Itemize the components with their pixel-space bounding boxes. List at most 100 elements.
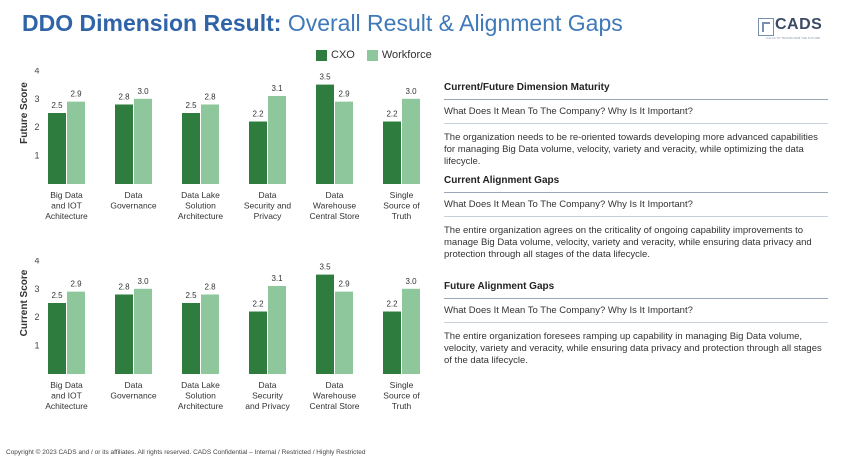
logo-tagline: CALLS TO TRANSFORM THE FUTURE [766,36,820,40]
y-axis-label: Future Score [19,82,30,144]
bar-workforce [134,288,152,374]
section-question: What Does It Mean To The Company? Why Is… [444,305,828,323]
section-body: The entire organization agrees on the cr… [444,225,812,260]
section-heading: Current/Future Dimension Maturity [444,82,828,100]
category-label: Source of [383,391,420,401]
category-label: Security [252,391,283,401]
y-tick-label: 1 [34,151,39,161]
category-label: Solution [185,201,216,211]
data-label: 3.0 [405,87,417,96]
category-label: Architecture [178,211,224,221]
legend-item-workforce: Workforce [366,49,432,61]
category-label: and Privacy [245,401,290,411]
section-dimension-maturity: Current/Future Dimension Maturity What D… [444,82,828,168]
bar-cxo [383,311,401,374]
data-label: 2.2 [386,110,398,119]
section-heading: Current Alignment Gaps [444,175,828,193]
bar-cxo [115,294,133,374]
logo-text: CADS [775,16,823,33]
category-label: Architecture [178,401,224,411]
legend-swatch-workforce [366,49,378,61]
category-label: Big Data [50,190,83,200]
bar-workforce [335,291,353,374]
category-label: Truth [392,211,412,221]
category-label: Single [390,380,414,390]
bar-cxo [115,104,133,184]
section-heading: Future Alignment Gaps [444,281,828,299]
bar-cxo [316,84,334,184]
category-label: Governance [110,201,157,211]
data-label: 2.8 [204,92,216,101]
bar-workforce [134,98,152,184]
y-tick-label: 2 [34,122,39,132]
category-label: and IOT [51,201,82,211]
data-label: 2.5 [185,291,197,300]
data-label: 2.2 [252,110,264,119]
section-future-alignment-gaps: Future Alignment Gaps What Does It Mean … [444,281,828,367]
bar-workforce [402,98,420,184]
y-tick-label: 4 [34,68,39,75]
category-label: Governance [110,391,157,401]
category-label: Warehouse [313,201,356,211]
section-question: What Does It Mean To The Company? Why Is… [444,106,828,124]
category-label: Data [259,380,277,390]
bar-cxo [182,113,200,184]
data-label: 2.9 [338,90,350,99]
data-label: 3.5 [319,263,331,272]
legend-swatch-cxo [316,49,327,61]
bar-workforce [268,95,286,184]
data-label: 2.5 [185,101,197,110]
category-label: Central Store [309,401,359,411]
legend-label-workforce: Workforce [381,49,432,61]
y-tick-label: 3 [34,284,39,294]
data-label: 3.5 [319,73,331,82]
bar-workforce [335,101,353,184]
category-label: Warehouse [313,391,356,401]
section-question: What Does It Mean To The Company? Why Is… [444,199,828,217]
category-label: Achitecture [45,401,88,411]
bar-cxo [249,121,267,184]
logo-mark-icon [758,18,774,36]
data-label: 2.9 [70,280,82,289]
category-label: Data [125,380,143,390]
category-label: Data [259,190,277,200]
category-label: Security and [244,201,292,211]
cads-logo: CADS CALLS TO TRANSFORM THE FUTURE [758,16,823,42]
legend-item-cxo: CXO [316,49,355,61]
bar-cxo [48,303,66,374]
y-tick-label: 2 [34,312,39,322]
data-label: 2.9 [338,280,350,289]
y-tick-label: 4 [34,258,39,265]
data-label: 3.0 [137,87,149,96]
title-light: Overall Result & Alignment Gaps [287,10,623,36]
bar-cxo [48,113,66,184]
data-label: 2.8 [204,282,216,291]
category-label: Source of [383,201,420,211]
data-label: 2.2 [252,300,264,309]
bar-workforce [67,291,85,374]
bar-workforce [268,285,286,374]
section-body: The organization needs to be re-oriented… [444,132,818,167]
category-label: Single [390,190,414,200]
category-label: and IOT [51,391,82,401]
category-label: Truth [392,401,412,411]
bar-cxo [182,303,200,374]
data-label: 2.5 [51,101,63,110]
section-body: The entire organization foresees ramping… [444,331,822,366]
data-label: 3.0 [405,277,417,286]
bar-workforce [201,294,219,374]
bar-cxo [316,274,334,374]
bar-workforce [67,101,85,184]
data-label: 2.9 [70,90,82,99]
data-label: 2.2 [386,300,398,309]
category-label: Privacy [254,211,283,221]
category-label: Solution [185,391,216,401]
legend-label-cxo: CXO [331,49,355,61]
data-label: 3.0 [137,277,149,286]
data-label: 2.8 [118,282,130,291]
y-tick-label: 3 [34,94,39,104]
category-label: Data [125,190,143,200]
bar-workforce [402,288,420,374]
